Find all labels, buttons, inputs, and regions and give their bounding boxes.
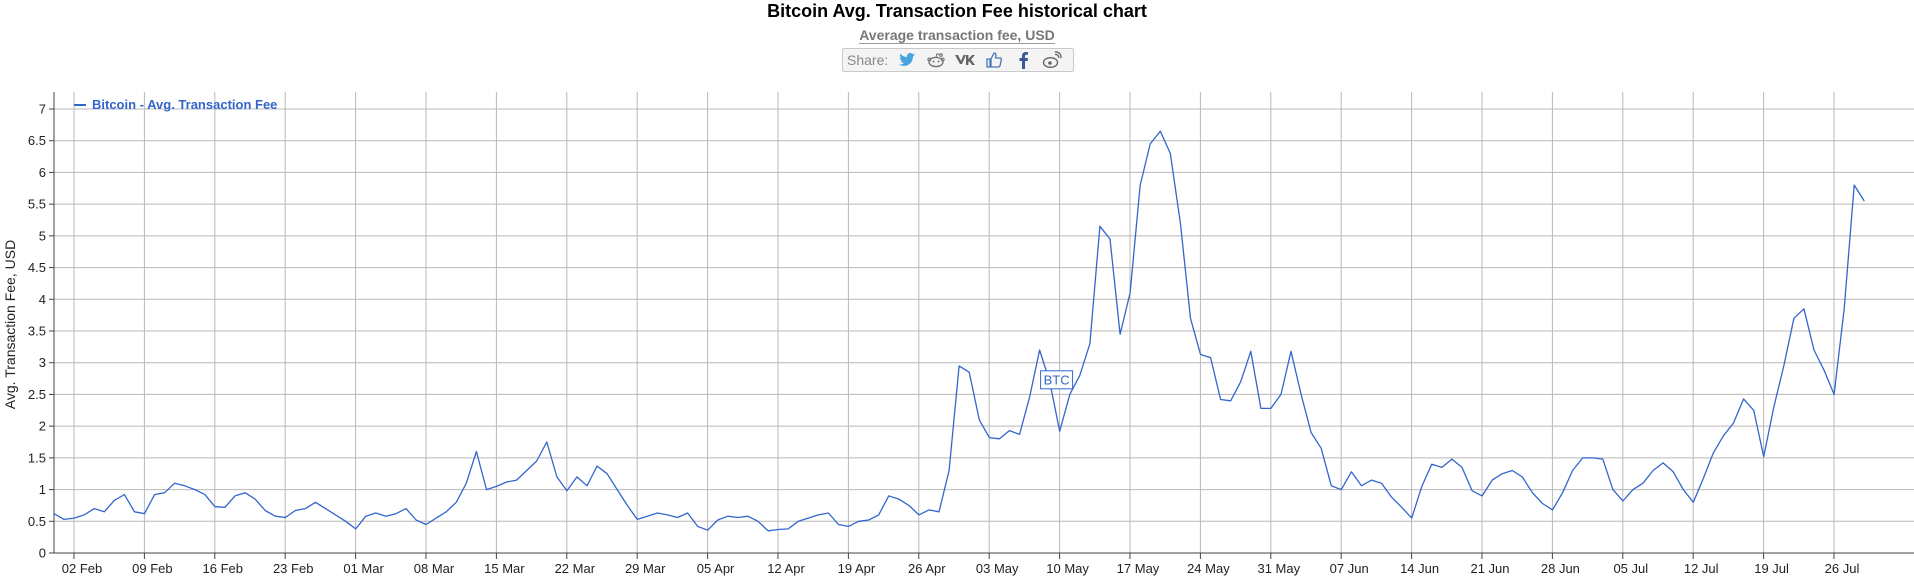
x-tick-label: 16 Feb (203, 561, 243, 576)
x-tick-label: 12 Apr (767, 561, 805, 576)
chart-axes: 0 0.5 1 1.5 2 2.5 3 3.5 4 4.5 5 5.5 6 6.5 7 02 Feb 09 Fe… (28, 92, 1914, 576)
twitter-icon[interactable] (894, 50, 919, 70)
y-tick-label: 4.5 (28, 260, 46, 275)
legend-label[interactable]: Bitcoin - Avg. Transaction Fee (92, 97, 277, 112)
x-tick-label: 26 Jul (1825, 561, 1860, 576)
x-tick-label: 14 Jun (1400, 561, 1439, 576)
x-tick-label: 29 Mar (625, 561, 666, 576)
x-tick-label: 10 May (1046, 561, 1089, 576)
series-line[interactable] (53, 130, 1865, 532)
x-tick-label: 01 Mar (343, 561, 384, 576)
x-tick-label: 22 Mar (555, 561, 596, 576)
y-axis-label: Avg. Transaction Fee, USD (2, 240, 18, 409)
chart-subtitle-wrap: Average transaction fee, USD (0, 26, 1914, 44)
x-tick-label: 15 Mar (484, 561, 525, 576)
y-tick-label: 5 (39, 228, 46, 243)
y-tick-label: 4 (39, 292, 46, 307)
like-icon[interactable] (981, 50, 1006, 70)
x-tick-label: 17 May (1117, 561, 1160, 576)
x-tick-label: 03 May (976, 561, 1019, 576)
series-layer (53, 130, 1865, 532)
weibo-icon[interactable] (1039, 50, 1064, 70)
x-tick-label: 05 Jul (1613, 561, 1648, 576)
share-bar: Share: (842, 48, 1074, 72)
x-tick-label: 02 Feb (62, 561, 102, 576)
y-tick-label: 6.5 (28, 133, 46, 148)
facebook-icon[interactable] (1010, 50, 1035, 70)
x-tick-label: 19 Apr (838, 561, 876, 576)
y-tick-label: 2.5 (28, 387, 46, 402)
x-tick-label: 12 Jul (1684, 561, 1719, 576)
y-tick-label: 3 (39, 355, 46, 370)
x-tick-label: 26 Apr (908, 561, 946, 576)
y-tick-label: 2 (39, 419, 46, 434)
y-tick-label: 1 (39, 482, 46, 497)
annotation-box[interactable] (1040, 370, 1074, 390)
x-tick-label: 23 Feb (273, 561, 313, 576)
x-tick-label: 24 May (1187, 561, 1230, 576)
x-tick-label: 19 Jul (1754, 561, 1789, 576)
y-tick-label: 0 (39, 546, 46, 561)
x-tick-label: 09 Feb (132, 561, 172, 576)
chart-title: Bitcoin Avg. Transaction Fee historical … (767, 1, 1147, 21)
chart-grid (54, 92, 1914, 554)
vk-icon[interactable] (952, 50, 977, 70)
reddit-icon[interactable] (923, 50, 948, 70)
chart-subtitle-link[interactable]: Average transaction fee, USD (859, 27, 1055, 44)
annotation-label[interactable]: BTC (1044, 372, 1070, 387)
x-tick-label: 08 Mar (414, 561, 455, 576)
x-tick-label: 31 May (1257, 561, 1300, 576)
y-tick-label: 3.5 (28, 324, 46, 339)
chart-annotation[interactable]: BTC (1040, 370, 1074, 390)
share-label: Share: (847, 52, 889, 68)
y-tick-label: 0.5 (28, 514, 46, 529)
y-tick-label: 6 (39, 165, 46, 180)
x-tick-label: 05 Apr (697, 561, 735, 576)
chart-legend[interactable]: Bitcoin - Avg. Transaction Fee (74, 97, 277, 112)
y-tick-label: 5.5 (28, 197, 46, 212)
y-tick-label: 1.5 (28, 450, 46, 465)
x-tick-label: 07 Jun (1330, 561, 1369, 576)
y-tick-label: 7 (39, 102, 46, 117)
x-tick-label: 21 Jun (1470, 561, 1509, 576)
x-tick-label: 28 Jun (1541, 561, 1580, 576)
